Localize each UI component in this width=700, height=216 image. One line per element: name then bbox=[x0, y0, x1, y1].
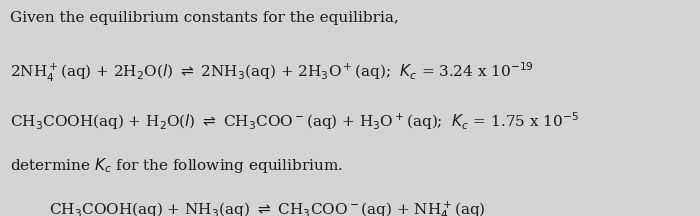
Text: CH$_3$COOH(aq) + H$_2$O($l$) $\rightleftharpoons$ CH$_3$COO$^-$(aq) + H$_3$O$^+$: CH$_3$COOH(aq) + H$_2$O($l$) $\rightleft… bbox=[10, 110, 580, 132]
Text: determine $K_c$ for the following equilibrium.: determine $K_c$ for the following equili… bbox=[10, 156, 344, 175]
Text: CH$_3$COOH(aq) + NH$_3$(aq) $\rightleftharpoons$ CH$_3$COO$^-$(aq) + NH$_4^+$(aq: CH$_3$COOH(aq) + NH$_3$(aq) $\rightlefth… bbox=[49, 199, 486, 216]
Text: 2NH$_4^+$(aq) + 2H$_2$O($l$) $\rightleftharpoons$ 2NH$_3$(aq) + 2H$_3$O$^+$(aq);: 2NH$_4^+$(aq) + 2H$_2$O($l$) $\rightleft… bbox=[10, 60, 534, 84]
Text: Given the equilibrium constants for the equilibria,: Given the equilibrium constants for the … bbox=[10, 11, 399, 25]
